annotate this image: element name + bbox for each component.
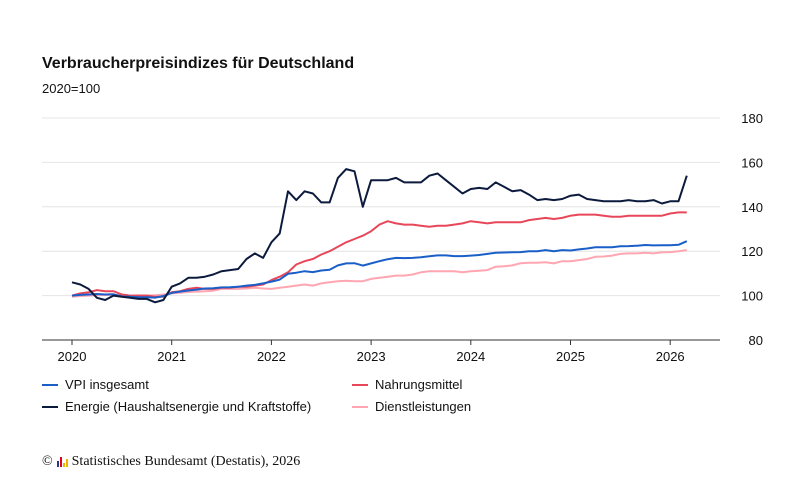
x-tick-label: 2025 (556, 349, 585, 364)
legend-swatch (352, 405, 368, 408)
series-line-energie (71, 168, 688, 304)
y-tick-label: 180 (741, 111, 763, 126)
x-tick-label: 2021 (157, 349, 186, 364)
legend-swatch (352, 383, 368, 386)
y-tick-label: 140 (741, 200, 763, 215)
chart-subtitle: 2020=100 (42, 81, 101, 96)
y-tick-label: 160 (741, 155, 763, 170)
legend-item-energie[interactable]: Energie (Haushaltsenergie und Kraftstoff… (42, 399, 311, 414)
series-line-dienstleistungen (71, 249, 687, 298)
series-line-nahrungsmittel (71, 211, 687, 298)
destatis-logo-icon (56, 457, 68, 467)
legend-item-vpi[interactable]: VPI insgesamt (42, 377, 149, 392)
y-tick-label: 100 (741, 289, 763, 304)
x-tick-label: 2024 (456, 349, 485, 364)
source-note: © Statistisches Bundesamt (Destatis), 20… (42, 454, 300, 470)
source-text: Statistisches Bundesamt (Destatis), 2026 (71, 454, 301, 469)
legend-item-dienstleistungen[interactable]: Dienstleistungen (352, 399, 471, 414)
x-tick-label: 2022 (257, 349, 286, 364)
legend-item-nahrungsmittel[interactable]: Nahrungsmittel (352, 377, 462, 392)
legend-label: Dienstleistungen (375, 399, 472, 414)
legend-swatch (42, 383, 58, 386)
copyright-symbol: © (42, 454, 53, 469)
legend-swatch (42, 405, 58, 408)
series-line-vpi (71, 240, 688, 299)
x-tick-label: 2026 (656, 349, 685, 364)
legend-label: Nahrungsmittel (375, 377, 463, 392)
y-tick-label: 80 (749, 333, 763, 348)
x-tick-label: 2023 (357, 349, 386, 364)
chart-title: Verbraucherpreisindizes für Deutschland (42, 55, 355, 72)
x-tick-label: 2020 (58, 349, 87, 364)
legend-label: Energie (Haushaltsenergie und Kraftstoff… (65, 399, 312, 414)
legend-label: VPI insgesamt (65, 377, 149, 392)
y-tick-label: 120 (741, 244, 763, 259)
